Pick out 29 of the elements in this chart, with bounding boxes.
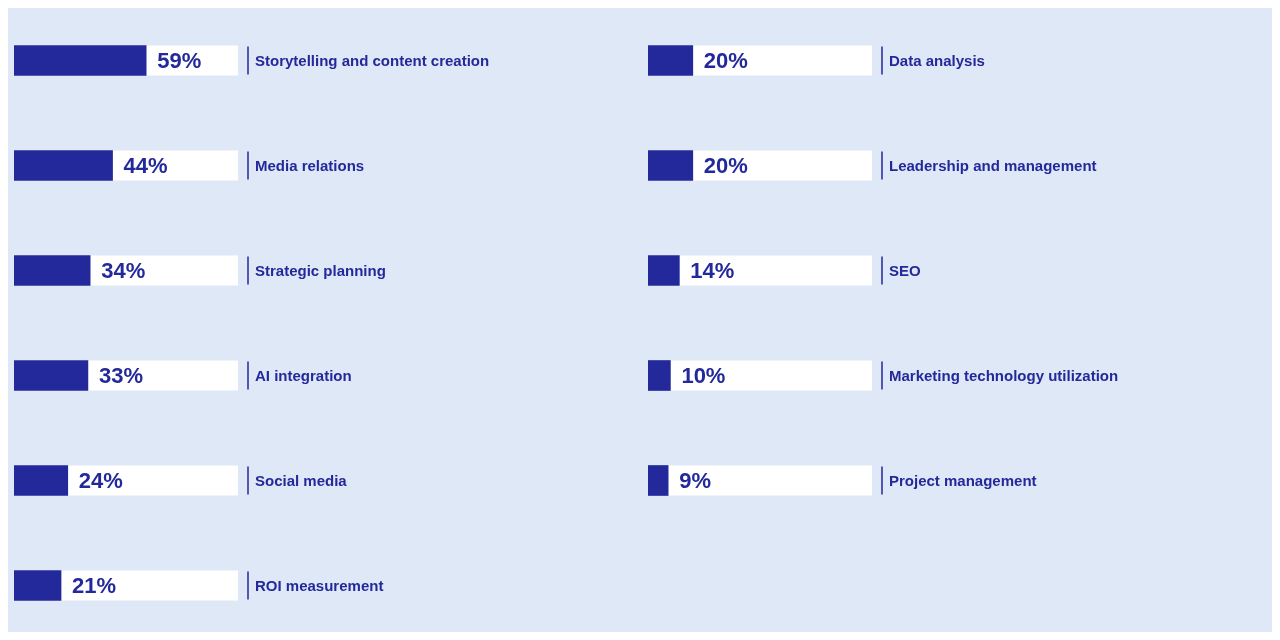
- category-label: Project management: [889, 471, 1037, 489]
- category-label: ROI measurement: [255, 576, 384, 594]
- bar: [648, 45, 694, 76]
- category-label: Social media: [255, 471, 347, 489]
- data-label: 20%: [703, 47, 748, 73]
- bar: [648, 360, 671, 391]
- category-label: Data analysis: [889, 51, 985, 69]
- data-label: 59%: [157, 47, 202, 73]
- data-label: 33%: [98, 362, 143, 388]
- data-label: 9%: [679, 467, 711, 493]
- category-label: SEO: [889, 261, 921, 279]
- data-label: 44%: [123, 152, 168, 178]
- category-label: Leadership and management: [889, 156, 1097, 174]
- bar: [14, 465, 69, 496]
- bar: [648, 150, 694, 181]
- data-label: 10%: [681, 362, 726, 388]
- bar: [14, 570, 62, 601]
- category-label: AI integration: [255, 366, 352, 384]
- data-label: 20%: [703, 152, 748, 178]
- bar: [648, 465, 669, 496]
- category-label: Marketing technology utilization: [889, 366, 1119, 384]
- data-label: 24%: [78, 467, 123, 493]
- data-label: 21%: [72, 572, 117, 598]
- data-label: 34%: [101, 257, 146, 283]
- data-label: 14%: [690, 257, 735, 283]
- category-label: Storytelling and content creation: [255, 51, 490, 69]
- bar: [648, 255, 680, 286]
- category-label: Media relations: [255, 156, 365, 174]
- category-label: Strategic planning: [255, 261, 386, 279]
